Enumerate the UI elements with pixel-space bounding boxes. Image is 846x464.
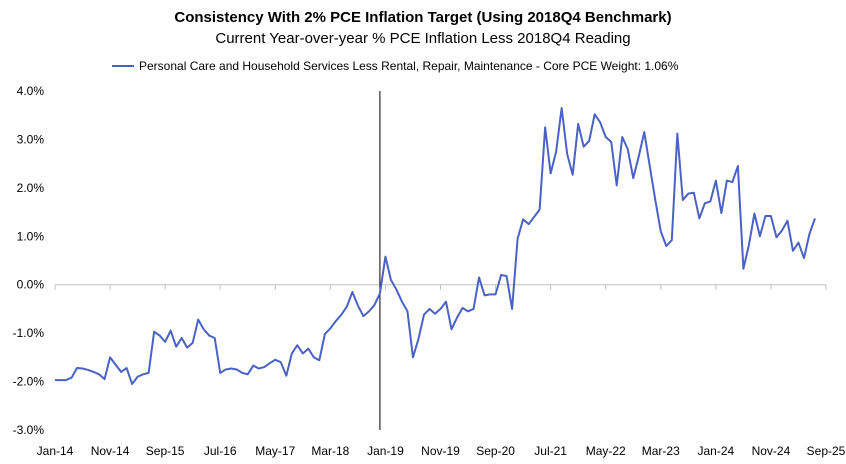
series-line (55, 106, 816, 385)
x-tick-label: Mar-23 (642, 444, 680, 458)
y-tick-label: -3.0% (13, 423, 45, 437)
series-layer (55, 106, 816, 385)
x-axis (54, 284, 827, 290)
legend-label: Personal Care and Household Services Les… (139, 59, 679, 73)
x-tick-label: May-17 (255, 444, 295, 458)
x-tick-label: Jul-16 (204, 444, 237, 458)
x-tick-label: Sep-20 (476, 444, 515, 458)
x-tick-label: Mar-18 (311, 444, 349, 458)
x-tick-label: Jan-14 (37, 444, 74, 458)
x-tick-label: Sep-15 (146, 444, 185, 458)
x-tick-label: Jul-21 (534, 444, 567, 458)
y-tick-label: 2.0% (17, 181, 45, 195)
y-tick-label: 1.0% (17, 229, 45, 243)
y-tick-label: 4.0% (17, 84, 45, 98)
legend: Personal Care and Household Services Les… (112, 59, 679, 73)
x-tick-label: Nov-14 (91, 444, 130, 458)
x-tick-label: Sep-25 (807, 444, 846, 458)
y-tick-label: -2.0% (13, 375, 45, 389)
x-tick-label: May-22 (586, 444, 626, 458)
chart-title: Consistency With 2% PCE Inflation Target… (174, 9, 671, 26)
x-tick-label: Nov-24 (752, 444, 791, 458)
x-tick-label: Jan-24 (698, 444, 735, 458)
chart-subtitle: Current Year-over-year % PCE Inflation L… (215, 30, 630, 47)
y-tick-label: 3.0% (17, 132, 45, 146)
y-tick-label: -1.0% (13, 326, 45, 340)
x-axis-labels: Jan-14 Nov-14 Sep-15 Jul-16 May-17 Mar-18 Jan-… (37, 444, 846, 458)
x-tick-label: Nov-19 (421, 444, 460, 458)
y-tick-label: 0.0% (17, 278, 45, 292)
x-tick-label: Jan-19 (367, 444, 404, 458)
y-axis-labels: -3.0% -2.0% -1.0% 0.0% 1.0% 2.0% 3.0% 4.0% (13, 84, 45, 437)
